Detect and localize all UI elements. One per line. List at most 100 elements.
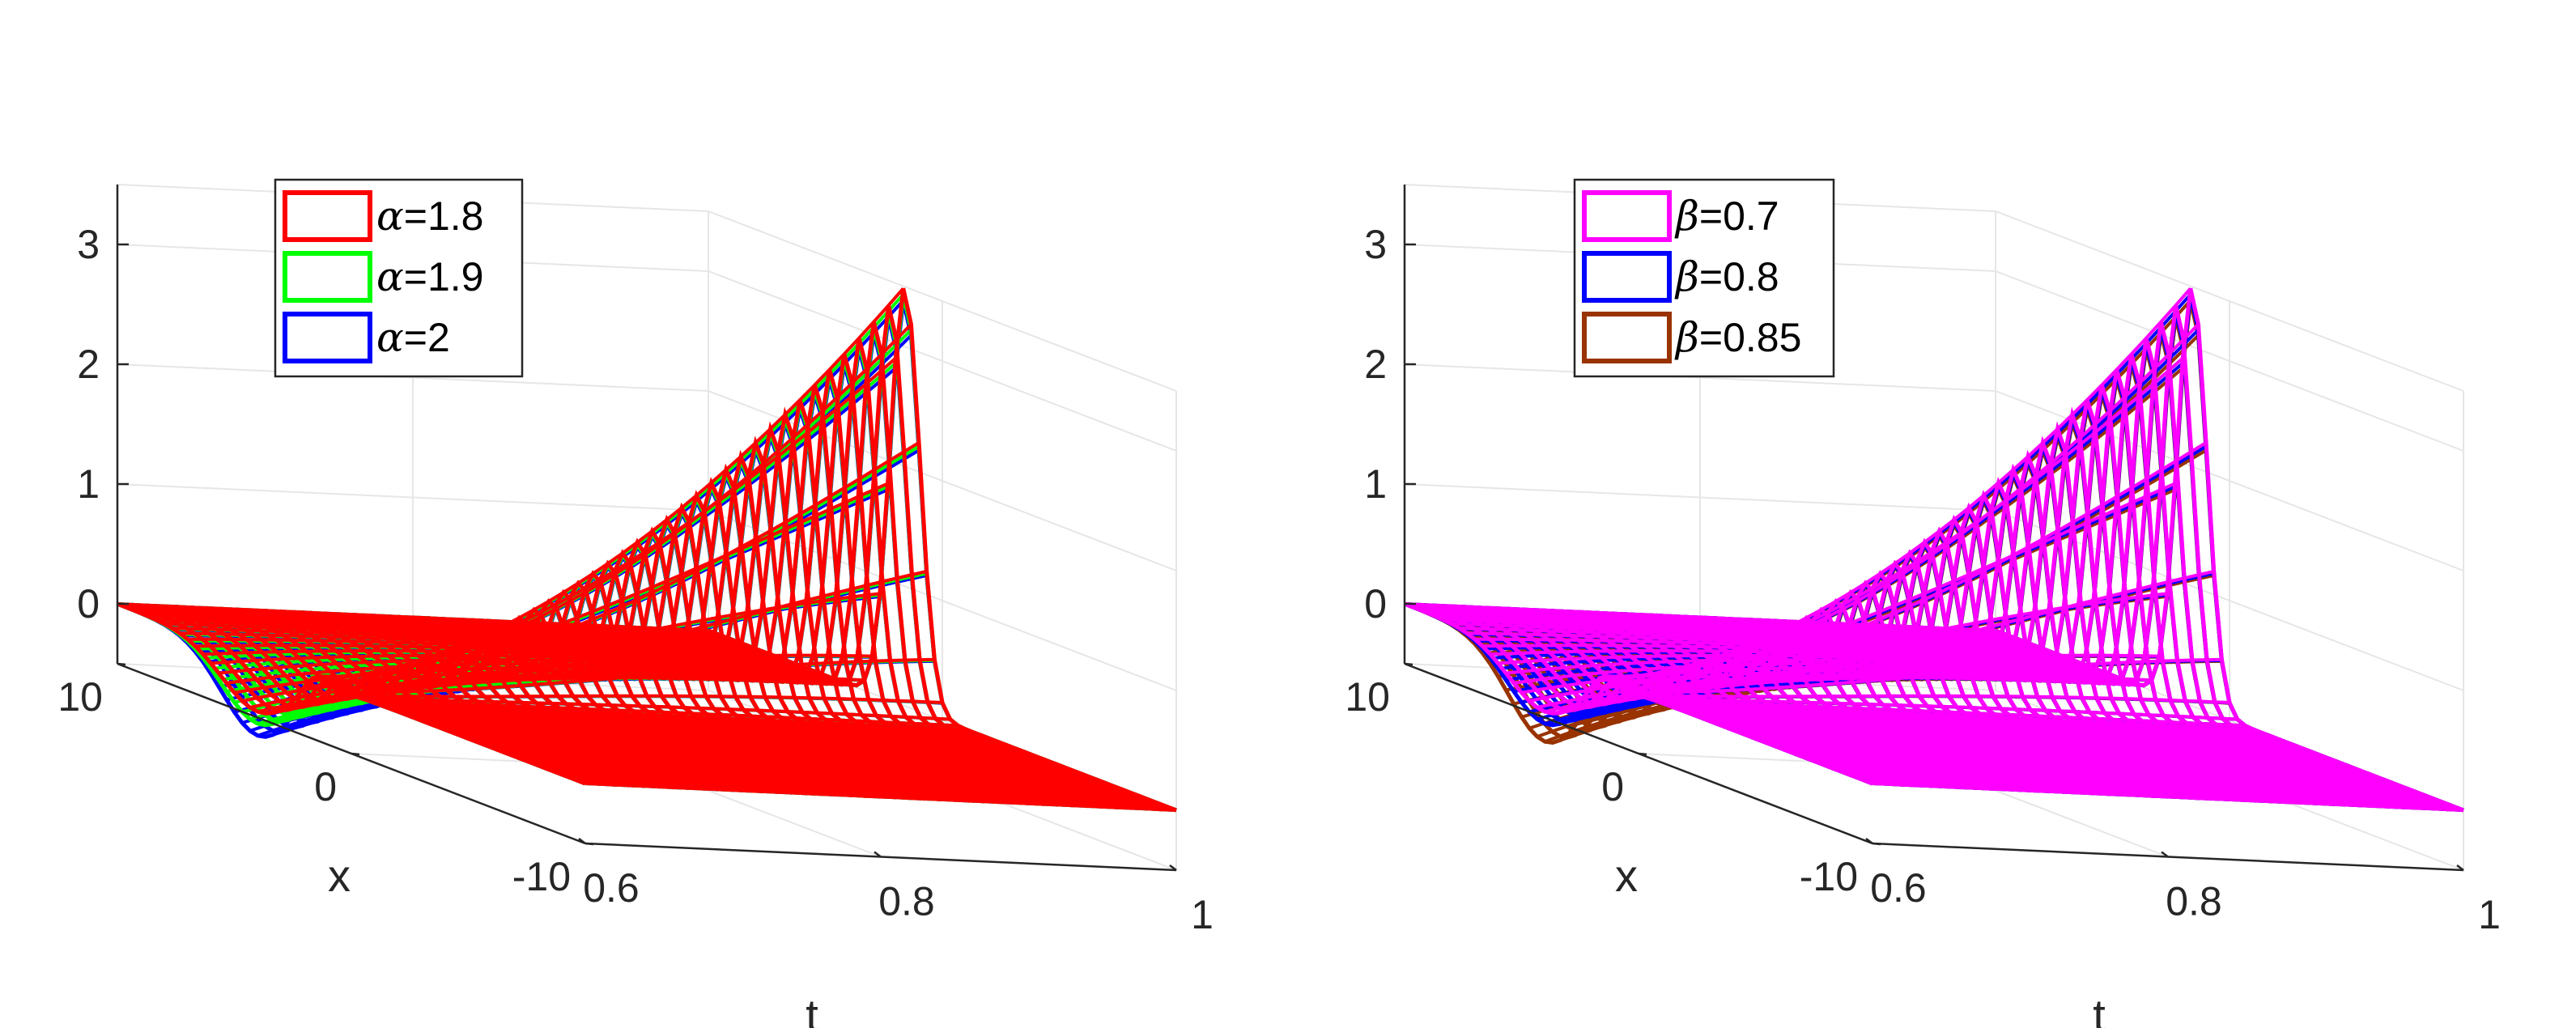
surface-mesh-line bbox=[351, 693, 943, 704]
surface-mesh-line bbox=[343, 657, 935, 695]
surface-mesh-line bbox=[1404, 602, 1996, 632]
surface-mesh-line bbox=[382, 704, 974, 734]
surface-mesh-line bbox=[320, 323, 912, 678]
x-axis-tick-label: 0 bbox=[1601, 764, 1624, 809]
surface-mesh-line bbox=[1809, 758, 2401, 788]
z-tick-label: 1 bbox=[77, 461, 100, 507]
surface-mesh-line bbox=[436, 724, 1029, 755]
legend: α=1.8 α=1.9 α=2 bbox=[274, 178, 524, 378]
surface-mesh-line bbox=[1864, 779, 2456, 809]
surface-mesh-line bbox=[1770, 742, 2362, 773]
left-surface-plot: 0 1 2 3 -10 0 10 0.6 0.8 1 x t α=1.8 α=1.9 α=2 bbox=[57, 178, 1214, 1028]
legend-swatch bbox=[283, 312, 372, 363]
surface-mesh-line bbox=[1732, 728, 2323, 758]
t-axis-label: t bbox=[2093, 990, 2106, 1028]
legend-swatch bbox=[1582, 251, 1672, 303]
surface-mesh-line bbox=[1498, 653, 2089, 669]
surface-mesh-line bbox=[1833, 767, 2425, 797]
surface-mesh-line bbox=[1607, 323, 2200, 678]
surface-series-1 bbox=[117, 287, 1177, 813]
surface-mesh-line bbox=[1817, 761, 2409, 792]
t-axis-tick-label: 0.6 bbox=[583, 865, 640, 911]
z-tick-label: 3 bbox=[1364, 222, 1387, 267]
surface-mesh-line bbox=[476, 740, 1068, 771]
legend-entry-label: α=1.9 bbox=[376, 253, 483, 300]
x-axis-label: x bbox=[1615, 850, 1638, 901]
axes-box bbox=[116, 185, 1177, 872]
surface-mesh-line bbox=[577, 779, 1169, 809]
t-axis-tick-label: 0.8 bbox=[2166, 879, 2222, 924]
t-axis-label: t bbox=[806, 990, 818, 1028]
surface-mesh-line bbox=[1740, 731, 2332, 762]
surface-mesh-line bbox=[1693, 712, 2285, 743]
surface-mesh-line bbox=[125, 605, 716, 635]
t-axis-tick-label: 0.8 bbox=[878, 879, 935, 924]
surface-mesh-line bbox=[499, 749, 1091, 779]
surface-mesh-line bbox=[515, 754, 1107, 785]
z-tick-label: 2 bbox=[1364, 342, 1387, 387]
legend-entry-label: β=0.7 bbox=[1674, 193, 1779, 240]
legend-swatch bbox=[1582, 312, 1672, 363]
surface-mesh-line bbox=[1701, 716, 2293, 746]
legend: β=0.7 β=0.8 β=0.85 bbox=[1573, 178, 1835, 378]
x-axis-tick-label: 10 bbox=[1345, 674, 1390, 720]
surface-mesh-line bbox=[187, 637, 779, 660]
z-tick-label: 2 bbox=[77, 342, 100, 387]
surface-mesh-line bbox=[133, 608, 725, 639]
surface-mesh-line bbox=[1599, 287, 2192, 680]
surface-mesh-line bbox=[1841, 770, 2433, 801]
surface-mesh-line bbox=[569, 775, 1161, 806]
z-tick-label: 3 bbox=[77, 222, 100, 267]
surface-mesh-line bbox=[1646, 696, 2238, 721]
x-axis-tick-label: 0 bbox=[314, 764, 337, 809]
surface-mesh-line bbox=[1513, 662, 2105, 685]
surface-mesh-line bbox=[429, 722, 1021, 752]
surface-mesh-line bbox=[1872, 782, 2464, 812]
t-axis-tick-label: 1 bbox=[2478, 892, 2501, 937]
surface-mesh-line bbox=[210, 653, 802, 669]
surface-mesh-line bbox=[1669, 704, 2261, 734]
surface-mesh-line bbox=[226, 662, 818, 685]
surface-mesh-line bbox=[1638, 693, 2230, 704]
surface-mesh-line bbox=[1755, 737, 2347, 767]
surface-mesh-line bbox=[1802, 754, 2394, 785]
surface-mesh-line bbox=[1708, 719, 2300, 750]
surface-mesh-line bbox=[1763, 740, 2355, 771]
surface-mesh-line bbox=[397, 710, 989, 741]
surface-series-1 bbox=[1404, 287, 2464, 813]
surface-mesh-line bbox=[1849, 772, 2441, 803]
surface-mesh-line bbox=[1474, 637, 2066, 660]
surface-mesh-line bbox=[312, 287, 905, 680]
z-tick-label: 0 bbox=[1364, 581, 1387, 627]
surface-mesh-line bbox=[468, 737, 1060, 767]
legend-swatch bbox=[1582, 190, 1672, 242]
legend-swatch bbox=[283, 251, 372, 303]
surface-mesh-line bbox=[1622, 569, 2215, 689]
z-tick-label: 1 bbox=[1364, 461, 1387, 507]
x-axis-tick-label: 10 bbox=[57, 674, 103, 720]
x-axis-label: x bbox=[328, 850, 351, 901]
surface-mesh-line bbox=[414, 716, 1005, 746]
axes-box bbox=[1403, 185, 2464, 872]
surface-mesh-line bbox=[406, 712, 997, 743]
surface-mesh-line bbox=[538, 763, 1130, 794]
surface-mesh-line bbox=[453, 731, 1044, 762]
surface-mesh-line bbox=[335, 569, 928, 689]
surface-mesh-line bbox=[328, 441, 920, 683]
surface-mesh-line bbox=[491, 746, 1083, 776]
surface-mesh-line bbox=[530, 761, 1122, 792]
surface-mesh-line bbox=[562, 772, 1154, 803]
right-surface-plot: 0 1 2 3 -10 0 10 0.6 0.8 1 x t β=0.7 β=0.8 β=0.85 bbox=[1345, 178, 2501, 1028]
surface-mesh-line bbox=[1786, 749, 2378, 779]
x-axis-tick-label: -10 bbox=[1800, 854, 1858, 899]
z-tick-label: 0 bbox=[77, 581, 100, 627]
surface-mesh-line bbox=[554, 770, 1146, 801]
surface-mesh-line bbox=[390, 707, 982, 737]
legend-box bbox=[274, 178, 524, 378]
x-axis-tick-label: -10 bbox=[512, 854, 571, 899]
surface-mesh-line bbox=[546, 767, 1137, 797]
surface-mesh-line bbox=[1630, 657, 2222, 695]
legend-entry-label: β=0.8 bbox=[1674, 253, 1779, 300]
surface-mesh-line bbox=[1826, 763, 2417, 794]
